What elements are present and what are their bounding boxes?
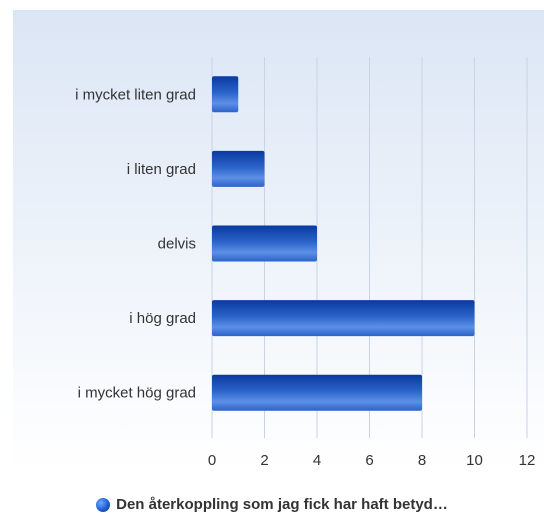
x-tick-label-1: 2 xyxy=(260,452,268,469)
category-label-3: i hög grad xyxy=(129,310,196,327)
category-label-0: i mycket liten grad xyxy=(75,86,196,103)
bar-2 xyxy=(212,225,317,262)
bar-4 xyxy=(212,374,422,411)
x-tick-label-0: 0 xyxy=(208,452,216,469)
bar-1 xyxy=(212,150,265,187)
bar-3 xyxy=(212,300,475,337)
category-label-4: i mycket hög grad xyxy=(78,385,196,402)
category-label-2: delvis xyxy=(158,236,196,253)
x-tick-label-4: 8 xyxy=(418,452,426,469)
category-label-1: i liten grad xyxy=(127,161,196,178)
x-tick-label-3: 6 xyxy=(365,452,373,469)
legend-swatch-icon xyxy=(96,497,111,512)
legend-label: Den återkoppling som jag fick har haft b… xyxy=(116,496,448,513)
x-tick-label-5: 10 xyxy=(466,452,483,469)
legend[interactable]: Den återkoppling som jag fick har haft b… xyxy=(0,496,544,513)
x-tick-label-6: 12 xyxy=(519,452,536,469)
x-tick-label-2: 4 xyxy=(313,452,321,469)
bar-0 xyxy=(212,76,239,113)
